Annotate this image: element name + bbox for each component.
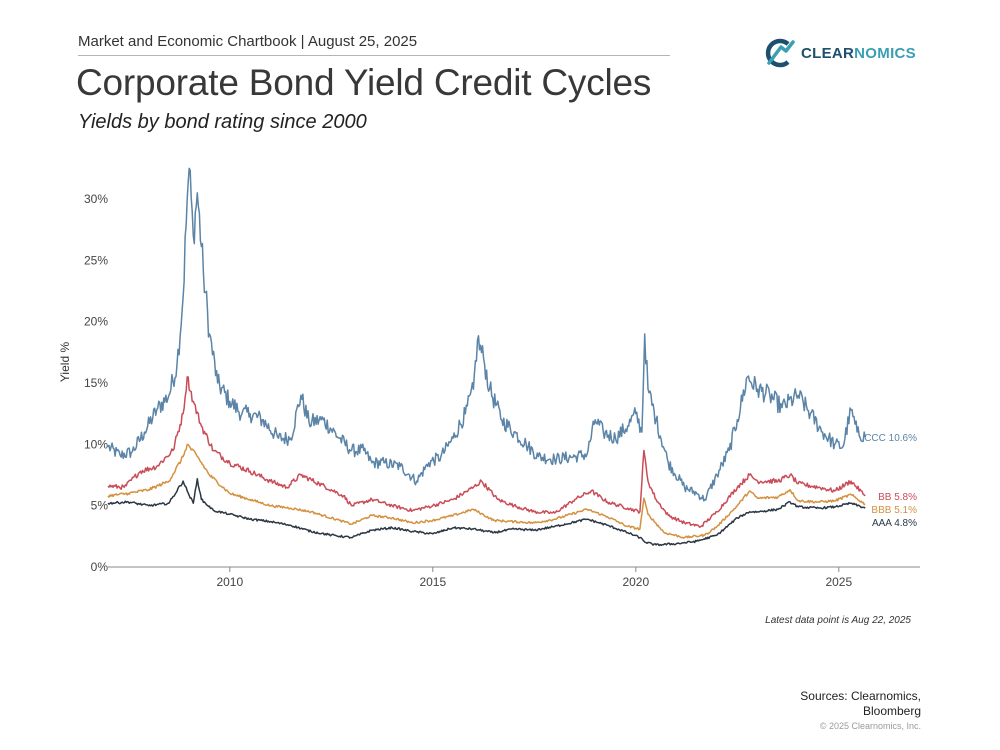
x-tick-label: 2010 bbox=[216, 575, 243, 589]
x-tick-label: 2025 bbox=[825, 575, 852, 589]
series-line-bbb bbox=[107, 443, 866, 539]
series-line-bb bbox=[107, 376, 866, 528]
y-tick-label: 20% bbox=[84, 315, 108, 329]
y-axis-label: Yield % bbox=[58, 342, 72, 383]
y-tick-label: 25% bbox=[84, 253, 108, 267]
series-end-label-ccc: CCC 10.6% bbox=[864, 433, 917, 444]
series-lines bbox=[107, 167, 866, 547]
sources-note: Sources: Clearnomics, Bloomberg bbox=[761, 689, 921, 719]
logo-text-clear: CLEAR bbox=[801, 44, 855, 62]
y-tick-group: 0% 5% 10% 15% 20% 25% 30% bbox=[84, 192, 108, 574]
latest-data-note: Latest data point is Aug 22, 2025 bbox=[765, 615, 911, 626]
series-end-label-aaa: AAA 4.8% bbox=[872, 518, 917, 529]
x-tick-label: 2015 bbox=[419, 575, 446, 589]
page-title: Corporate Bond Yield Credit Cycles bbox=[76, 62, 652, 103]
series-end-label-bbb: BBB 5.1% bbox=[871, 505, 917, 516]
clearnomics-logo: CLEARNOMICS bbox=[765, 38, 916, 68]
y-tick-label: 30% bbox=[84, 192, 108, 206]
chartbook-header: Market and Economic Chartbook | August 2… bbox=[78, 33, 418, 50]
y-tick-label: 0% bbox=[91, 560, 109, 574]
header-divider bbox=[78, 55, 670, 56]
series-end-label-bb: BB 5.8% bbox=[878, 492, 917, 503]
copyright: © 2025 Clearnomics, Inc. bbox=[819, 721, 921, 731]
sources-line-1: Sources: Clearnomics, bbox=[800, 689, 921, 703]
page-subtitle: Yields by bond rating since 2000 bbox=[78, 111, 367, 133]
x-tick-label: 2020 bbox=[622, 575, 649, 589]
logo-text-nomics: NOMICS bbox=[854, 44, 916, 62]
series-line-aaa bbox=[107, 477, 866, 547]
series-line-ccc bbox=[107, 167, 866, 502]
logo-wordmark: CLEARNOMICS bbox=[801, 45, 916, 62]
sources-line-2: Bloomberg bbox=[862, 704, 921, 718]
series-end-labels: CCC 10.6% BB 5.8% BBB 5.1% AAA 4.8% bbox=[864, 433, 917, 529]
y-tick-label: 15% bbox=[84, 376, 108, 390]
y-tick-label: 10% bbox=[84, 437, 108, 451]
y-tick-label: 5% bbox=[91, 499, 109, 513]
clearnomics-logo-icon bbox=[765, 38, 795, 68]
x-tick-group: 2010 2015 2020 2025 bbox=[216, 567, 852, 589]
